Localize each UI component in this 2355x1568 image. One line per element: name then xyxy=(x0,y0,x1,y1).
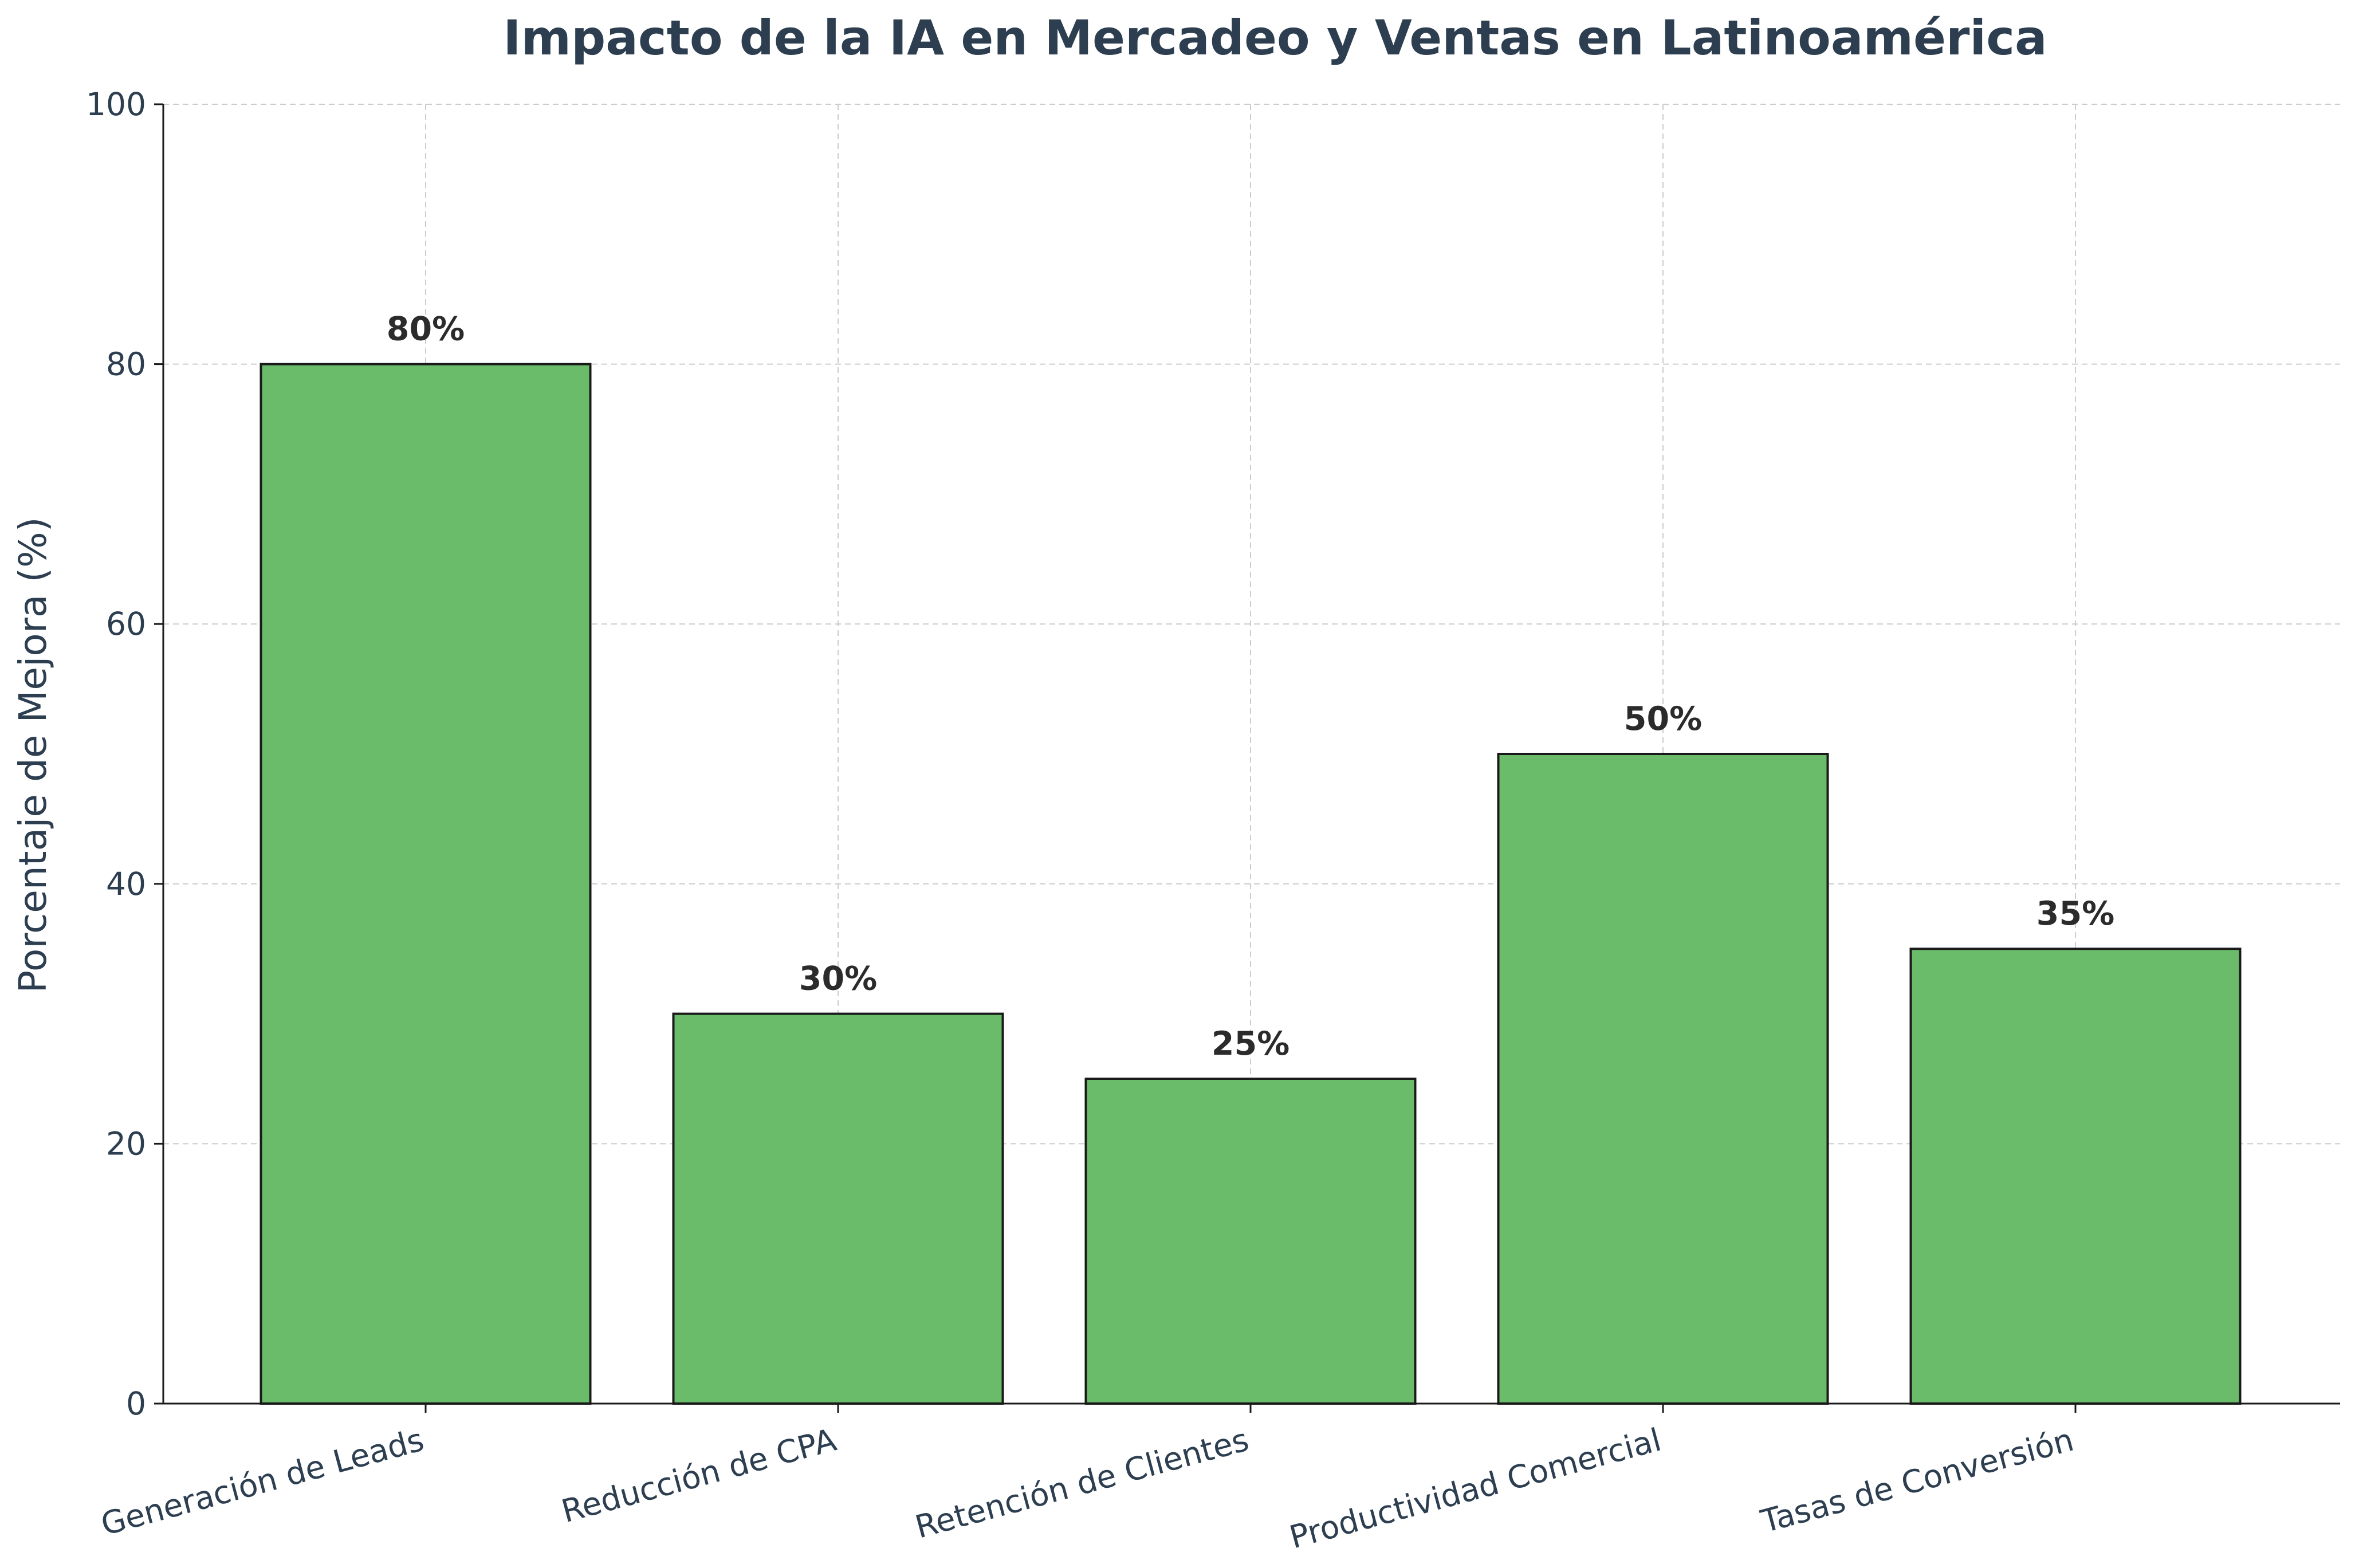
data-label: 35% xyxy=(2036,895,2114,933)
bars xyxy=(260,363,2242,1405)
bar xyxy=(1909,948,2242,1405)
x-tick-label: Productividad Comercial xyxy=(1285,1421,1665,1556)
data-label: 25% xyxy=(1212,1025,1289,1063)
x-tick-label: Generación de Leads xyxy=(97,1421,428,1543)
y-tick-label: 0 xyxy=(126,1385,146,1422)
x-tick-label: Tasas de Conversión xyxy=(1757,1421,2078,1540)
bar xyxy=(1084,1078,1417,1405)
y-tick-label: 40 xyxy=(106,866,146,902)
axes xyxy=(154,103,2340,1413)
data-label: 80% xyxy=(387,311,465,348)
bar xyxy=(1497,753,1829,1405)
bar xyxy=(672,1012,1004,1405)
y-tick-label: 80 xyxy=(106,346,146,383)
data-label: 50% xyxy=(1624,700,1702,738)
y-axis-label: Porcentaje de Mejora (%) xyxy=(11,517,55,993)
bar xyxy=(260,363,592,1405)
data-label: 30% xyxy=(799,960,877,998)
x-tick-label: Reducción de CPA xyxy=(558,1421,840,1530)
y-tick-label: 60 xyxy=(106,606,146,642)
y-tick-label: 20 xyxy=(106,1125,146,1162)
x-tick-label: Retención de Clientes xyxy=(911,1421,1252,1546)
y-tick-label: 100 xyxy=(86,86,146,123)
chart-title: Impacto de la IA en Mercadeo y Ventas en… xyxy=(503,10,2047,66)
